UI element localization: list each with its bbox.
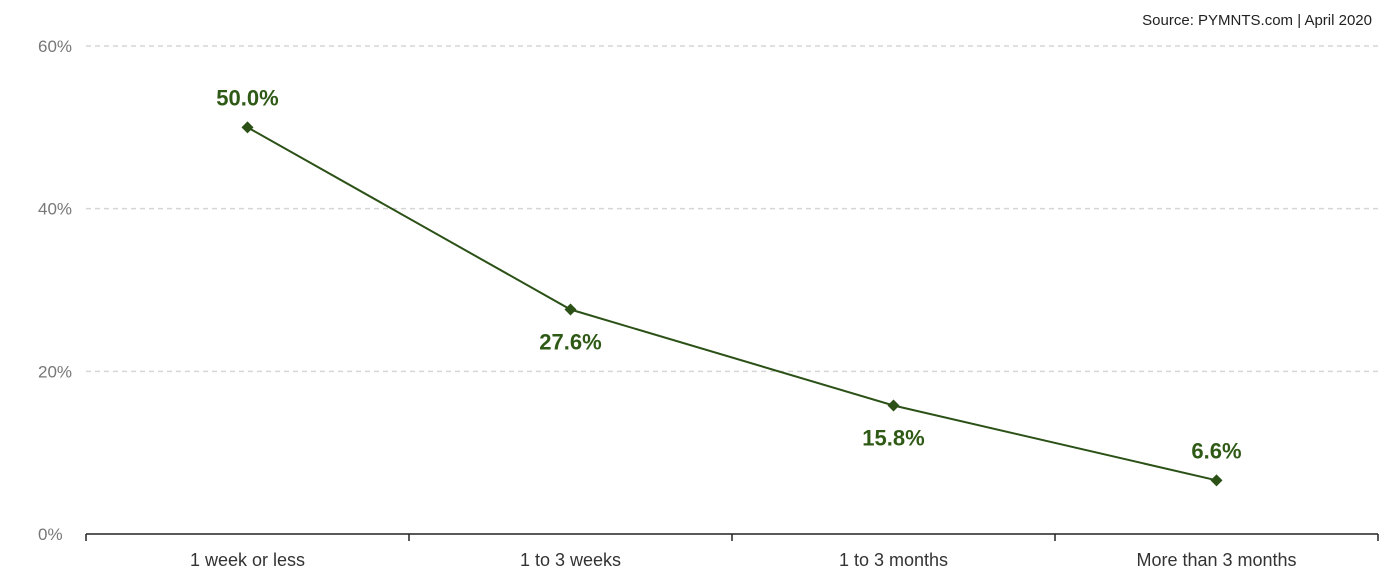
- x-tick-label: 1 to 3 months: [839, 550, 948, 570]
- data-label: 15.8%: [862, 425, 924, 450]
- x-tick-label: 1 to 3 weeks: [520, 550, 621, 570]
- series-line: [247, 126, 1217, 482]
- y-axis: 0% 20% 40% 60%: [38, 37, 72, 544]
- source-note: Source: PYMNTS.com | April 2020: [1142, 12, 1372, 29]
- data-point-marker: [564, 303, 577, 316]
- data-labels: 50.0% 27.6% 15.8% 6.6%: [216, 85, 1241, 463]
- y-tick-label: 20%: [38, 362, 72, 381]
- data-label: 6.6%: [1191, 438, 1241, 463]
- x-tick-label: More than 3 months: [1136, 550, 1296, 570]
- y-tick-label: 0%: [38, 525, 63, 544]
- y-tick-label: 60%: [38, 37, 72, 56]
- gridlines: [86, 45, 1378, 373]
- data-point-marker: [241, 121, 254, 134]
- y-tick-label: 40%: [38, 200, 72, 219]
- data-label: 50.0%: [216, 85, 278, 110]
- data-point-marker: [1210, 474, 1223, 487]
- x-axis: 1 week or less 1 to 3 weeks 1 to 3 months M…: [85, 533, 1379, 570]
- x-tick-label: 1 week or less: [190, 550, 305, 570]
- data-points: [241, 121, 1223, 487]
- data-point-marker: [887, 399, 900, 412]
- data-label: 27.6%: [539, 330, 601, 355]
- series-polyline: [247, 126, 1217, 482]
